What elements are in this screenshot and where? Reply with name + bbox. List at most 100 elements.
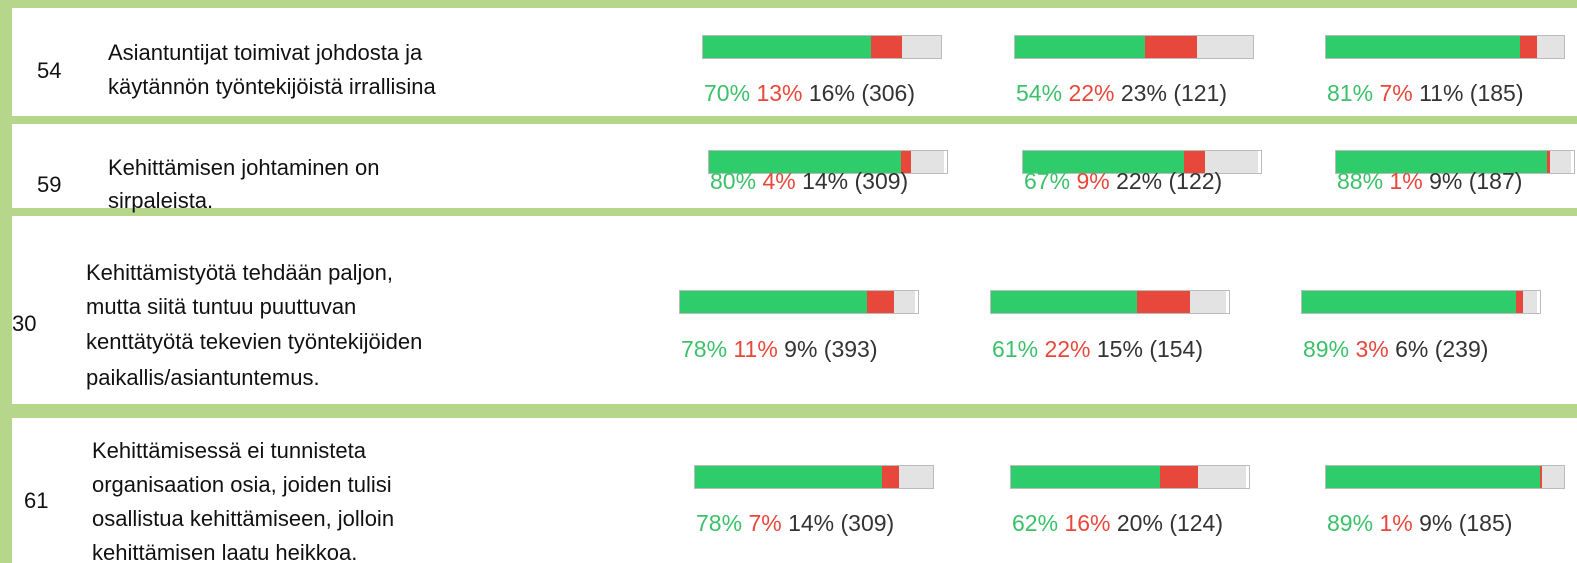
- percent-label: 11%: [1419, 80, 1464, 106]
- percent-label: 67%: [1024, 168, 1071, 194]
- bar-segment: [901, 151, 911, 173]
- percent-label: 16%: [1064, 510, 1111, 536]
- statement-line: Kehittämisen johtaminen on: [108, 155, 380, 180]
- percent-label: 4%: [762, 168, 796, 194]
- result-row: 54 Asiantuntijat toimivat johdosta ja käyt…: [12, 8, 1577, 116]
- result-label: 81% 7% 11% (185): [1327, 80, 1524, 106]
- bar-segment: [695, 466, 883, 488]
- percent-label: 16%: [808, 80, 855, 106]
- percent-label: 80%: [710, 168, 757, 194]
- percent-label: 22%: [1044, 336, 1091, 362]
- bar-segment: [902, 36, 941, 58]
- row-id: 30: [12, 311, 37, 336]
- bar-segment: [882, 466, 899, 488]
- bar-segment: [910, 151, 945, 173]
- result-bar: [679, 290, 919, 314]
- result-bar: [1022, 150, 1262, 174]
- percent-label: 78%: [681, 336, 728, 362]
- bar-segment: [1302, 291, 1516, 313]
- row-id: 59: [37, 172, 62, 197]
- percent-label: 9%: [1429, 168, 1463, 194]
- bar-segment: [1183, 151, 1206, 173]
- percent-label: 13%: [756, 80, 803, 106]
- percent-label: 89%: [1303, 336, 1350, 362]
- result-bar: [1010, 465, 1250, 489]
- bar-segment: [1326, 36, 1521, 58]
- percent-label: 62%: [1012, 510, 1059, 536]
- result-bar: [694, 465, 934, 489]
- percent-label: 81%: [1327, 80, 1374, 106]
- percent-label: 78%: [696, 510, 743, 536]
- bar-segment: [893, 291, 916, 313]
- count-label: (187): [1468, 168, 1523, 194]
- count-label: (309): [840, 510, 895, 536]
- statement-line: Kehittämisessä ei tunnisteta: [92, 438, 366, 463]
- bar-segment: [1336, 151, 1548, 173]
- result-label: 89% 1% 9% (185): [1327, 510, 1512, 536]
- result-bar: [1325, 465, 1565, 489]
- result-label: 80% 4% 14% (309): [710, 168, 908, 194]
- bar-segment: [1515, 291, 1523, 313]
- percent-label: 15%: [1096, 336, 1143, 362]
- result-bar: [1335, 150, 1575, 174]
- result-label: 67% 9% 22% (122): [1024, 168, 1222, 194]
- percent-label: 9%: [1076, 168, 1110, 194]
- bar-segment: [1197, 36, 1253, 58]
- result-bar: [708, 150, 948, 174]
- bar-segment: [1205, 151, 1259, 173]
- percent-label: 3%: [1355, 336, 1389, 362]
- result-row: 59 Kehittämisen johtaminen on sirpaleista.…: [12, 124, 1577, 213]
- result-label: 78% 7% 14% (309): [696, 510, 894, 536]
- statement-line: Asiantuntijat toimivat johdosta ja: [108, 40, 423, 65]
- statement-line: Kehittämistyötä tehdään paljon,: [86, 260, 393, 285]
- statement-line: paikallis/asiantuntemus.: [86, 365, 320, 390]
- result-label: 70% 13% 16% (306): [704, 80, 915, 106]
- bar-segment: [1542, 466, 1564, 488]
- bar-segment: [1549, 151, 1572, 173]
- count-label: (122): [1168, 168, 1223, 194]
- bar-segment: [703, 36, 871, 58]
- bar-segment: [991, 291, 1138, 313]
- bar-segment: [899, 466, 933, 488]
- result-bar: [1014, 35, 1254, 59]
- result-label: 89% 3% 6% (239): [1303, 336, 1488, 362]
- result-label: 62% 16% 20% (124): [1012, 510, 1223, 536]
- bar-segment: [680, 291, 868, 313]
- count-label: (124): [1169, 510, 1224, 536]
- statement-line: sirpaleista.: [108, 188, 214, 213]
- result-label: 88% 1% 9% (187): [1337, 168, 1522, 194]
- percent-label: 70%: [704, 80, 751, 106]
- percent-label: 61%: [992, 336, 1039, 362]
- statement-line: osallistua kehittämiseen, jolloin: [92, 506, 395, 531]
- bar-segment: [1159, 466, 1199, 488]
- percent-label: 89%: [1327, 510, 1374, 536]
- percent-label: 9%: [1419, 510, 1453, 536]
- bar-segment: [867, 291, 894, 313]
- row-id: 61: [24, 488, 49, 513]
- percent-label: 14%: [788, 510, 835, 536]
- bar-segment: [1537, 36, 1564, 58]
- percent-label: 88%: [1337, 168, 1384, 194]
- result-bar: [990, 290, 1230, 314]
- percent-label: 6%: [1395, 336, 1429, 362]
- bar-segment: [1137, 291, 1191, 313]
- percent-label: 14%: [802, 168, 849, 194]
- bar-segment: [1326, 466, 1540, 488]
- result-bar: [1325, 35, 1565, 59]
- result-row: 30 Kehittämistyötä tehdään paljon, mutta s…: [12, 216, 1577, 404]
- bar-segment: [1539, 466, 1542, 488]
- count-label: (309): [854, 168, 909, 194]
- percent-label: 7%: [748, 510, 782, 536]
- percent-label: 9%: [784, 336, 818, 362]
- bar-segment: [871, 36, 903, 58]
- percent-label: 23%: [1120, 80, 1167, 106]
- count-label: (185): [1469, 80, 1524, 106]
- bar-segment: [1011, 466, 1160, 488]
- percent-label: 11%: [733, 336, 778, 362]
- result-label: 78% 11% 9% (393): [681, 336, 878, 362]
- statement-line: kehittämisen laatu heikkoa.: [92, 540, 358, 563]
- bar-segment: [1015, 36, 1145, 58]
- bar-segment: [1023, 151, 1184, 173]
- percent-label: 22%: [1068, 80, 1115, 106]
